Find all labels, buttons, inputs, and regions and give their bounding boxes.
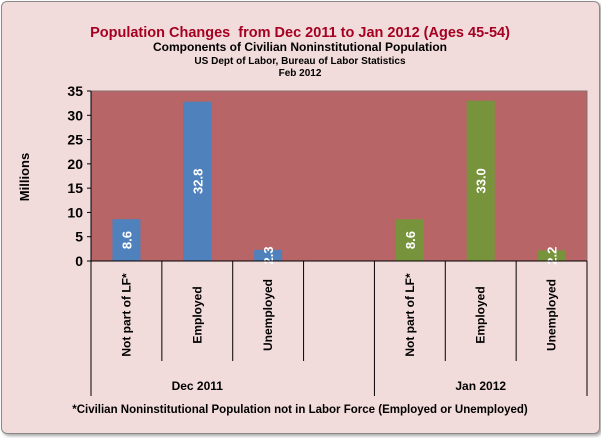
bar bbox=[466, 100, 495, 261]
bar bbox=[395, 219, 424, 261]
y-tick-label: 5 bbox=[75, 229, 83, 245]
x-group-label: Dec 2011 bbox=[172, 379, 224, 393]
y-tick-label: 35 bbox=[67, 83, 83, 99]
bar-value-label: 32.8 bbox=[190, 169, 205, 194]
bar bbox=[537, 250, 566, 261]
y-tick-label: 20 bbox=[67, 156, 83, 172]
chart-subtitle: Components of Civilian Noninstitutional … bbox=[153, 40, 447, 54]
chart-date: Feb 2012 bbox=[279, 68, 322, 79]
bar-value-label: 8.6 bbox=[403, 231, 418, 249]
chart-title: Population Changes from Dec 2011 to Jan … bbox=[90, 25, 510, 41]
y-tick-label: 0 bbox=[75, 253, 83, 269]
x-category-label: Not part of LF* bbox=[119, 273, 133, 357]
x-category-label: Employed bbox=[474, 286, 488, 343]
x-axis: Not part of LF* Employed Unemployed Not par… bbox=[90, 260, 588, 396]
bar-value-label: 8.6 bbox=[119, 231, 134, 249]
bar bbox=[112, 219, 141, 261]
bar-value-label: 2.2 bbox=[545, 247, 560, 265]
plot-area bbox=[90, 90, 588, 262]
x-group-label: Jan 2012 bbox=[455, 379, 506, 393]
chart-source: US Dept of Labor, Bureau of Labor Statis… bbox=[194, 56, 406, 67]
bars: 8.6 32.8 2.3 8.6 33.0 2.2 bbox=[112, 100, 566, 265]
y-tick-label: 10 bbox=[67, 204, 83, 220]
bar bbox=[254, 249, 283, 261]
x-category-label: Not part of LF* bbox=[403, 273, 417, 357]
x-category-label: Employed bbox=[190, 286, 204, 343]
y-tick-label: 15 bbox=[67, 180, 83, 196]
bar bbox=[183, 101, 212, 261]
y-axis: 0 5 10 15 20 25 30 35 bbox=[67, 83, 92, 269]
x-category-label: Unemployed bbox=[545, 279, 559, 351]
bar-value-label: 33.0 bbox=[474, 168, 489, 193]
y-axis-label: Millions bbox=[17, 153, 32, 201]
y-tick-label: 25 bbox=[67, 132, 83, 148]
y-tick-label: 30 bbox=[67, 107, 83, 123]
chart: Population Changes from Dec 2011 to Jan … bbox=[17, 25, 588, 416]
bar-value-label: 2.3 bbox=[261, 246, 276, 264]
footnote: *Civilian Noninstitutional Population no… bbox=[72, 404, 528, 416]
x-category-label: Unemployed bbox=[261, 279, 275, 351]
